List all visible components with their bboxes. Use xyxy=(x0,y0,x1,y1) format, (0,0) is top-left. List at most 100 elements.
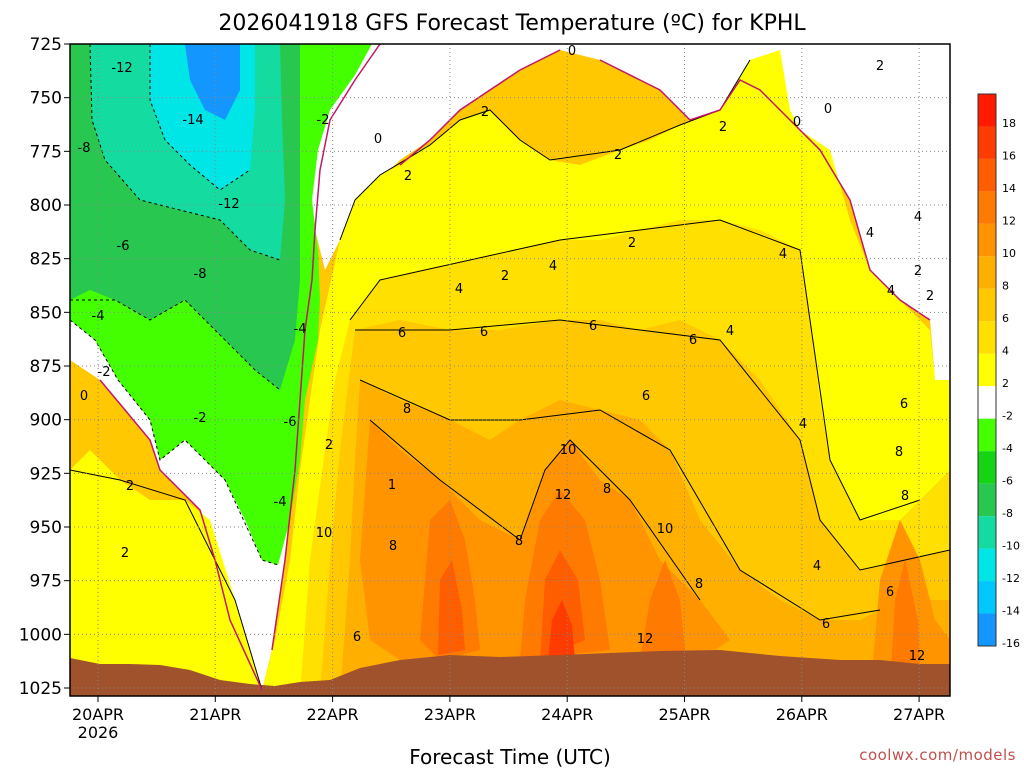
contour-label: 4 xyxy=(549,259,557,274)
colorbar-tick-label: 10 xyxy=(1002,247,1016,260)
colorbar-swatch xyxy=(978,321,996,354)
colorbar-tick-label: 18 xyxy=(1002,117,1016,130)
contour-label: -12 xyxy=(218,197,239,212)
x-tick-label: 23APR xyxy=(424,705,476,724)
colorbar-tick-label: 4 xyxy=(1002,345,1009,358)
contour-label: -12 xyxy=(111,61,132,76)
contour-label: 4 xyxy=(779,247,787,262)
x-tick-label: 21APR xyxy=(189,705,241,724)
contour-label: 6 xyxy=(886,585,894,600)
contour-label: 4 xyxy=(813,559,821,574)
contour-label: 10 xyxy=(560,443,577,458)
y-tick-label: 800 xyxy=(30,196,62,216)
contour-label: 8 xyxy=(515,534,523,549)
contour-label: -8 xyxy=(194,267,207,282)
region-warm-14b xyxy=(438,560,465,655)
colorbar-swatch xyxy=(978,158,996,192)
plot-frame xyxy=(69,43,951,697)
y-tick-label: 875 xyxy=(30,357,62,377)
x-tick-label: 24APR xyxy=(541,705,593,724)
contour-label: 6 xyxy=(689,333,697,348)
colorbar-tick-label: -2 xyxy=(1002,409,1013,422)
contour-label: 10 xyxy=(657,522,674,537)
contour-label: -4 xyxy=(274,495,287,510)
contour-label: 12 xyxy=(637,632,654,647)
contour-label: -2 xyxy=(317,113,330,128)
contour-label: 10 xyxy=(316,526,333,541)
contour-label: 0 xyxy=(824,102,832,117)
contour-label: -6 xyxy=(117,239,130,254)
colorbar-tick-label: 8 xyxy=(1002,280,1009,293)
contour-label: 8 xyxy=(895,445,903,460)
colorbar-tick-label: -14 xyxy=(1002,604,1020,617)
contour-label: 12 xyxy=(909,649,926,664)
contour-label: 8 xyxy=(603,482,611,497)
colorbar-swatch xyxy=(978,516,996,549)
colorbar-tick-label: -12 xyxy=(1002,572,1020,585)
contour-label: 6 xyxy=(822,617,830,632)
x-tick-label: 25APR xyxy=(658,705,710,724)
colorbar-tick-label: 16 xyxy=(1002,150,1016,163)
colorbar-tick-label: -4 xyxy=(1002,442,1013,455)
contour-label: 1 xyxy=(388,478,396,493)
y-tick-label: 950 xyxy=(30,518,62,538)
plot-area xyxy=(70,44,950,696)
colorbar: 18 16 14 12 10 8 6 4 2 -2 -4 -6 -8 -10 -12 -14 -16 xyxy=(977,93,1020,650)
colorbar-swatch xyxy=(978,126,996,159)
contour-label: 2 xyxy=(481,105,489,120)
x-axis-ticks: 20APR 21APR 22APR 23APR 24APR 25APR 26APR 27APR xyxy=(72,696,945,724)
colorbar-swatch xyxy=(978,386,996,419)
chart-title: 2026041918 GFS Forecast Temperature (ºC)… xyxy=(218,11,806,36)
colorbar-tick-label: 2 xyxy=(1002,377,1009,390)
x-tick-label: 27APR xyxy=(893,705,945,724)
contour-label: 0 xyxy=(80,389,88,404)
colorbar-swatch xyxy=(978,223,996,257)
colorbar-swatch xyxy=(978,613,996,646)
ground xyxy=(70,650,950,696)
region-zero-band xyxy=(315,44,950,380)
contour-label: 2 xyxy=(628,236,636,251)
y-tick-label: 975 xyxy=(30,572,62,592)
contour-label: 0 xyxy=(568,44,576,59)
x-axis-year: 2026 xyxy=(78,723,119,742)
colorbar-tick-label: -10 xyxy=(1002,539,1020,552)
contour-label: -14 xyxy=(182,113,203,128)
contour-label: 2 xyxy=(325,438,333,453)
contour-label: 2 xyxy=(121,546,129,561)
y-tick-label: 750 xyxy=(30,89,62,109)
contour-label: 2 xyxy=(876,59,884,74)
contour-label: 12 xyxy=(555,488,572,503)
y-tick-label: 925 xyxy=(30,464,62,484)
colorbar-swatch xyxy=(978,418,996,452)
contour-label: 8 xyxy=(901,489,909,504)
colorbar-swatch xyxy=(978,483,996,517)
contour-label: 8 xyxy=(403,402,411,417)
contour-lines-dashed xyxy=(70,44,281,566)
zero-contour xyxy=(99,44,931,691)
contour-label: 6 xyxy=(900,397,908,412)
credit-text: coolwx.com/models xyxy=(859,746,1016,764)
region-warm-12d xyxy=(890,560,920,690)
contour-label: 4 xyxy=(799,417,807,432)
contour-label: 6 xyxy=(480,325,488,340)
colorbar-tick-label: 12 xyxy=(1002,215,1016,228)
colorbar-swatch xyxy=(978,353,996,387)
contour-label: 2 xyxy=(926,289,934,304)
x-tick-label: 26APR xyxy=(776,705,828,724)
colorbar-frame xyxy=(977,93,997,647)
contour-label: -2 xyxy=(98,365,111,380)
y-tick-label: 825 xyxy=(30,250,62,270)
colorbar-tick-label: -6 xyxy=(1002,474,1013,487)
x-tick-label: 22APR xyxy=(307,705,359,724)
contour-label: 8 xyxy=(695,577,703,592)
colorbar-tick-label: -8 xyxy=(1002,507,1013,520)
y-tick-label: 725 xyxy=(30,35,62,55)
contour-label: 4 xyxy=(866,226,874,241)
colorbar-swatch xyxy=(978,256,996,289)
region-cold-blue xyxy=(185,44,240,120)
y-tick-label: 1000 xyxy=(19,625,62,645)
colorbar-swatch xyxy=(978,548,996,582)
contour-label: 6 xyxy=(398,326,406,341)
